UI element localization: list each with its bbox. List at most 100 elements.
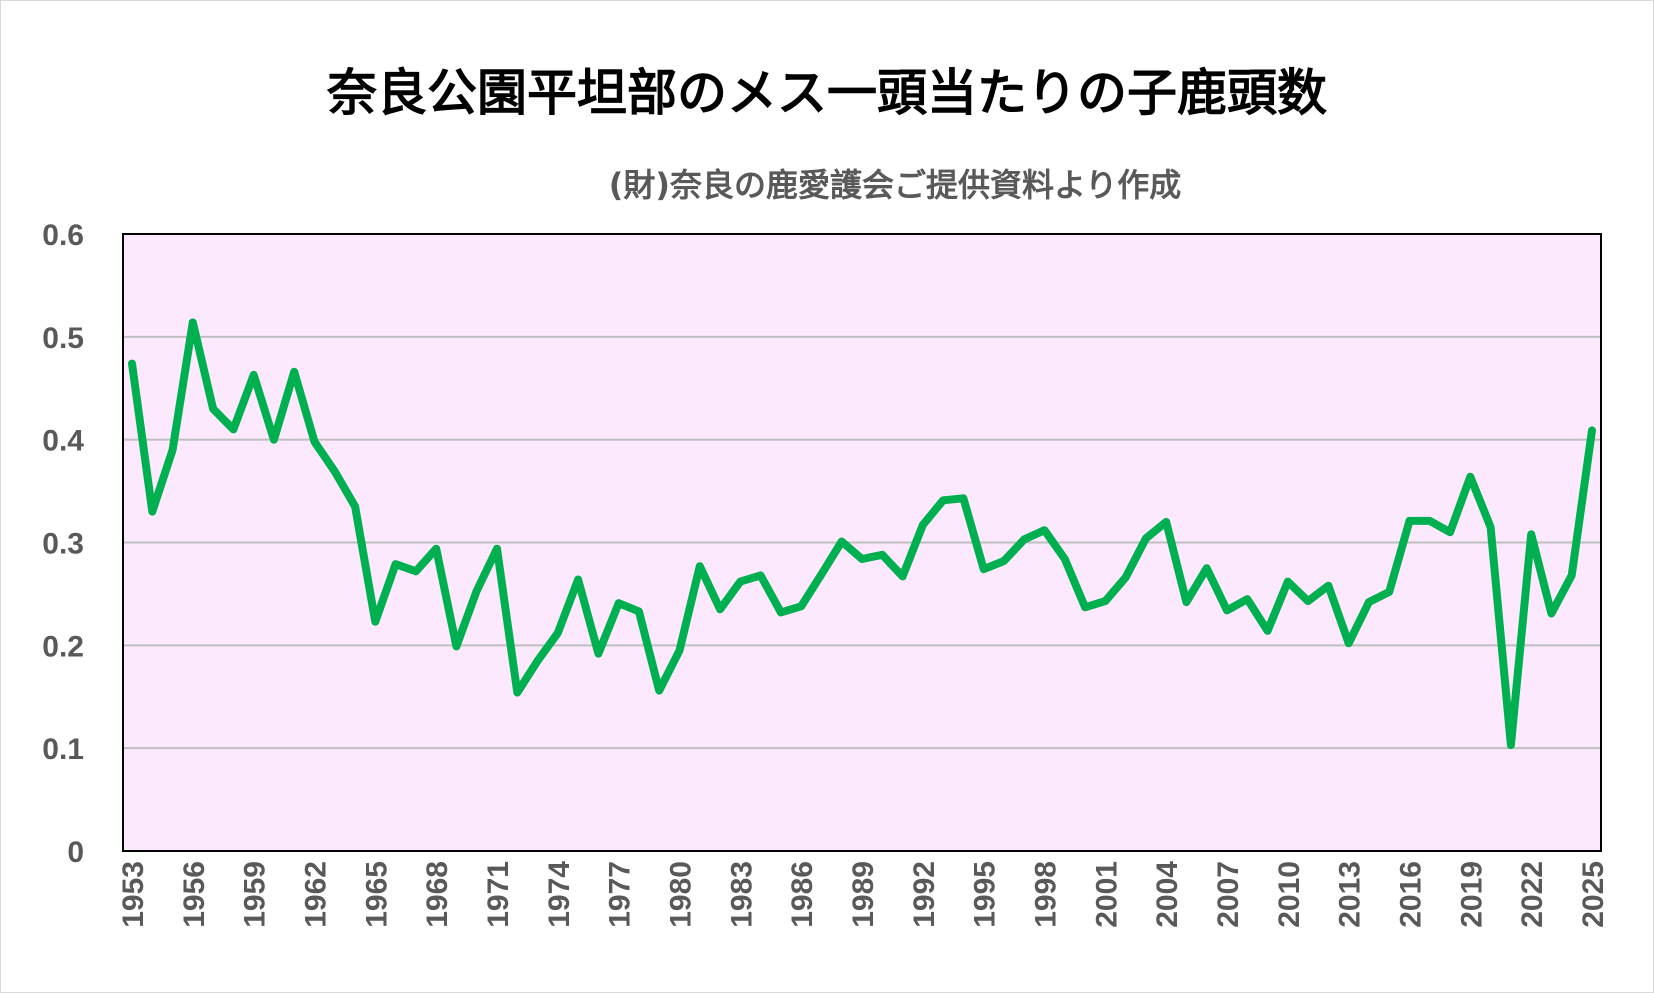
data-point (861, 557, 863, 560)
data-point (1002, 560, 1005, 563)
x-tick-label: 2016 (1395, 861, 1428, 928)
data-point (232, 428, 235, 431)
data-point (435, 547, 438, 550)
data-point (374, 620, 377, 623)
x-tick-label: 1992 (908, 861, 941, 928)
data-point (394, 563, 397, 566)
x-tick-label: 1971 (482, 861, 515, 928)
data-point (1266, 629, 1269, 632)
data-point (1063, 557, 1066, 560)
data-point (1449, 531, 1452, 534)
y-tick-label: 0.4 (42, 425, 84, 458)
x-tick-label: 2010 (1273, 861, 1306, 928)
data-point (779, 611, 782, 614)
data-point (496, 547, 498, 550)
data-point (536, 659, 539, 662)
data-point (1205, 567, 1208, 570)
x-tick-label: 1956 (178, 861, 211, 928)
x-tick-label: 2007 (1212, 861, 1245, 928)
x-tick-label: 2022 (1516, 861, 1549, 928)
x-tick-label: 1974 (543, 861, 576, 928)
data-point (1388, 590, 1391, 593)
x-tick-label: 1989 (847, 861, 880, 928)
x-tick-label: 2013 (1334, 861, 1367, 928)
data-point (516, 691, 519, 694)
data-point (921, 524, 924, 527)
data-point (455, 645, 458, 648)
data-point (637, 610, 640, 613)
data-point (962, 497, 965, 500)
data-point (1144, 537, 1147, 540)
data-point (313, 440, 316, 443)
data-point (719, 608, 722, 611)
data-point (131, 362, 133, 365)
data-point (840, 540, 843, 543)
data-point (333, 470, 336, 473)
data-point (597, 652, 600, 655)
data-point (1124, 576, 1127, 579)
data-point (800, 605, 803, 608)
data-point (1023, 538, 1026, 541)
data-point (151, 510, 154, 513)
y-tick-label: 0.6 (42, 219, 84, 252)
data-point (942, 499, 945, 502)
chart-title: 奈良公園平坦部のメス一頭当たりの子鹿頭数 (326, 64, 1327, 122)
data-point (982, 568, 985, 571)
data-point (1550, 612, 1553, 615)
y-tick-label: 0.1 (42, 733, 84, 766)
data-point (1185, 601, 1188, 604)
data-point (1165, 520, 1168, 523)
data-point (759, 574, 762, 577)
y-tick-label: 0.2 (42, 630, 84, 663)
data-point (1509, 744, 1512, 747)
data-point (414, 570, 417, 573)
data-point (171, 448, 174, 451)
x-tick-label: 2025 (1577, 861, 1610, 928)
data-point (1327, 584, 1330, 587)
data-point (1226, 609, 1228, 612)
data-point (556, 631, 559, 634)
x-tick-label: 2019 (1455, 861, 1488, 928)
data-point (191, 321, 194, 324)
data-point (475, 589, 478, 592)
data-point (272, 438, 275, 441)
x-tick-label: 1980 (665, 861, 698, 928)
data-point (698, 565, 701, 568)
data-point (1530, 533, 1533, 536)
data-point (881, 553, 884, 556)
x-tick-label: 1983 (725, 861, 758, 928)
data-point (577, 578, 580, 581)
x-tick-label: 1962 (300, 861, 333, 928)
data-point (1104, 600, 1107, 603)
x-tick-label: 1977 (604, 861, 637, 928)
data-point (658, 689, 661, 692)
x-tick-label: 1965 (360, 861, 393, 928)
data-point (1428, 519, 1431, 522)
data-point (617, 602, 620, 605)
data-point (1043, 529, 1046, 532)
x-tick-label: 1986 (786, 861, 819, 928)
data-point (252, 373, 255, 376)
x-tick-label: 2001 (1090, 861, 1123, 928)
x-tick-label: 1995 (969, 861, 1002, 928)
x-tick-label: 1953 (117, 861, 150, 928)
data-point (1591, 429, 1593, 432)
data-point (1347, 642, 1350, 645)
x-tick-label: 1959 (239, 861, 272, 928)
x-tick-label: 1998 (1030, 861, 1063, 928)
data-point (1489, 526, 1492, 529)
data-point (1367, 601, 1370, 604)
data-point (212, 407, 215, 410)
plot-border (122, 233, 1602, 852)
data-point (739, 580, 742, 583)
x-tick-label: 2004 (1151, 861, 1184, 928)
data-point (293, 370, 296, 373)
data-point (1246, 598, 1249, 601)
data-point (1286, 580, 1289, 583)
chart-subtitle: (財)奈良の鹿愛護会ご提供資料より作成 (609, 166, 1182, 204)
data-point (901, 575, 904, 578)
x-tick-label: 1968 (421, 861, 454, 928)
data-point (1307, 600, 1310, 603)
data-point (1469, 475, 1472, 478)
